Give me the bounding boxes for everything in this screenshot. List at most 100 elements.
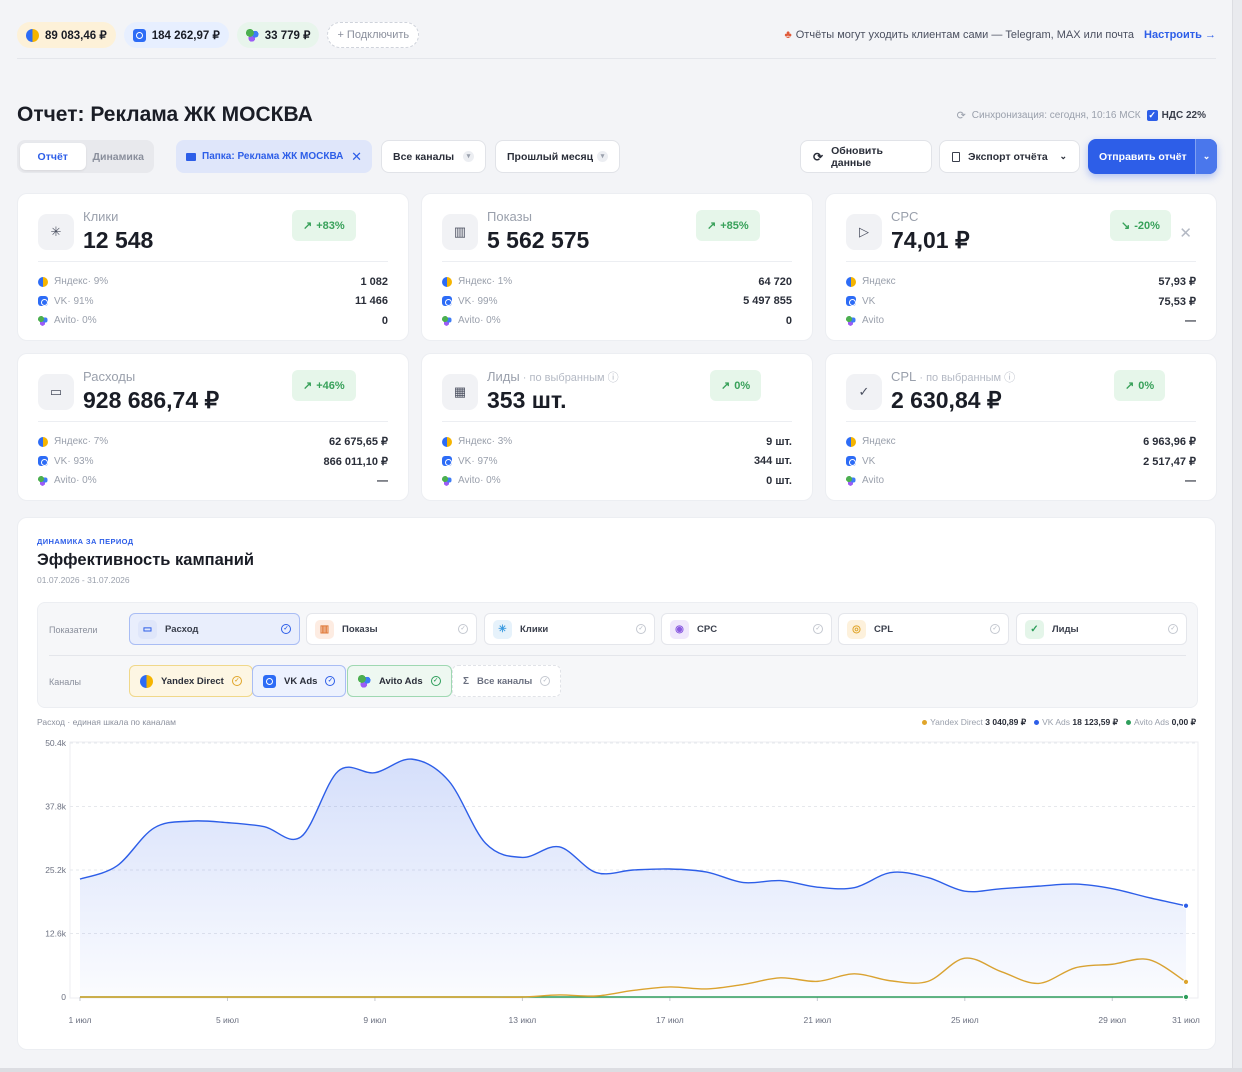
- metric-value: 74,01 ₽: [891, 227, 970, 253]
- trend-down-icon: ↘: [1121, 220, 1131, 232]
- metric-toggle-spend[interactable]: ▭ Расход ✓: [129, 613, 300, 645]
- refresh-button[interactable]: ⟳ Обновить данные: [800, 140, 932, 173]
- channel-toggle-avito[interactable]: Avito Ads ✓: [347, 665, 452, 697]
- avito-logo-icon: [442, 315, 452, 326]
- legend-item-yandex[interactable]: Yandex Direct 3 040,89 ₽: [922, 717, 1026, 728]
- channel-value: 1 082: [360, 275, 388, 288]
- info-icon[interactable]: ⓘ: [1001, 372, 1016, 384]
- vk-balance: 184 262,97 ₽: [151, 30, 220, 42]
- vk-logo-icon: [263, 674, 276, 688]
- metric-label: CPC: [697, 623, 718, 635]
- avito-logo-icon: [358, 674, 371, 688]
- legend-item-vk[interactable]: VK Ads 18 123,59 ₽: [1034, 717, 1118, 728]
- channel-name: Avito: [862, 475, 885, 487]
- divider: [846, 261, 1196, 262]
- vk-balance-pill[interactable]: 184 262,97 ₽: [123, 22, 229, 48]
- channel-row: Avito · 0% 0: [38, 311, 388, 331]
- channel-value: 62 675,65 ₽: [329, 436, 388, 449]
- horizontal-scrollbar[interactable]: [0, 1068, 1242, 1072]
- info-icon[interactable]: ⓘ: [604, 372, 619, 384]
- metric-card: ✳ Клики 12 548 ↗ +83% Яндекс · 9% 1 082 V…: [17, 193, 409, 341]
- robot-icon: ♣: [784, 29, 792, 41]
- vk-logo-icon: [38, 296, 48, 307]
- channel-toggle-yandex[interactable]: Yandex Direct ✓: [129, 665, 253, 697]
- channel-row: Avito —: [846, 471, 1196, 491]
- divider: [38, 421, 388, 422]
- metric-name: CPL: [891, 369, 917, 384]
- sparkle-icon: ✳: [38, 214, 74, 250]
- legend-value: 3 040,89 ₽: [985, 717, 1027, 727]
- x-tick-label: 5 июл: [216, 1015, 239, 1025]
- tab-dynamics[interactable]: Динамика: [92, 150, 144, 163]
- close-icon[interactable]: ✕: [1179, 225, 1192, 242]
- delta-badge: ↗ +83%: [292, 210, 356, 241]
- metric-card: ▥ Показы 5 562 575 ↗ +85% Яндекс · 1% 64 …: [421, 193, 813, 341]
- sync-text: Синхронизация: сегодня, 10:16 МСК: [971, 110, 1141, 121]
- metric-label: CPL · по выбранным ⓘ: [891, 369, 1015, 385]
- chevron-down-icon[interactable]: ⌄: [1195, 139, 1217, 174]
- folder-filter-chip[interactable]: Папка: Реклама ЖК МОСКВА ✕: [176, 140, 372, 173]
- yandex-balance-pill[interactable]: 89 083,46 ₽: [17, 22, 116, 48]
- checkbox-checked-icon: ✓: [1146, 110, 1158, 121]
- metrics-row-label: Показатели: [49, 625, 98, 635]
- refresh-label: Обновить данные: [831, 144, 883, 169]
- x-tick-label: 9 июл: [363, 1015, 386, 1025]
- channel-toggle-all[interactable]: Σ Все каналы ✓: [452, 665, 562, 697]
- period-select-value: Прошлый месяц: [507, 150, 594, 163]
- panel-kicker: ДИНАМИКА ЗА ПЕРИОД: [37, 537, 134, 546]
- divider: [442, 421, 792, 422]
- metric-label: Показы: [342, 623, 378, 635]
- vertical-scrollbar[interactable]: [1232, 0, 1242, 1072]
- legend-value: 0,00 ₽: [1171, 717, 1196, 727]
- period-select[interactable]: Прошлый месяц ▾: [495, 140, 620, 173]
- connect-button[interactable]: + Подключить: [327, 22, 420, 48]
- channel-breakdown: Яндекс 6 963,96 ₽ VK 2 517,47 ₽ Avito —: [846, 432, 1196, 491]
- trend-up-icon: ↗: [707, 220, 717, 232]
- channel-label: Avito Ads: [379, 675, 423, 687]
- channel-name: VK: [862, 455, 876, 467]
- vat-toggle[interactable]: ✓ НДС 22%: [1146, 110, 1206, 121]
- export-button[interactable]: Экспорт отчёта ⌄: [939, 140, 1080, 173]
- sparkle-icon: ✳: [493, 619, 512, 639]
- channel-toggle-vk[interactable]: VK Ads ✓: [252, 665, 347, 697]
- metric-sublabel: · по выбранным: [519, 372, 605, 384]
- legend-item-avito[interactable]: Avito Ads 0,00 ₽: [1126, 717, 1196, 728]
- channel-name: Яндекс: [54, 436, 88, 448]
- metric-toggle-clicks[interactable]: ✳ Клики ✓: [484, 613, 655, 645]
- channel-name: Avito: [458, 475, 481, 487]
- refresh-icon: ⟳: [813, 149, 824, 164]
- page-title: Отчет: Реклама ЖК МОСКВА: [17, 103, 313, 126]
- legend-value: 18 123,59 ₽: [1072, 717, 1118, 727]
- channels-select[interactable]: Все каналы ▾: [381, 140, 486, 173]
- y-tick-label: 37.8k: [45, 802, 67, 812]
- send-report-label: Отправить отчёт: [1099, 150, 1187, 163]
- metric-toggle-impressions[interactable]: ▥ Показы ✓: [306, 613, 477, 645]
- yandex-logo-icon: [442, 276, 452, 287]
- channel-value: 0: [785, 314, 792, 327]
- avito-logo-icon: [38, 315, 48, 326]
- check-circle-icon: ✓: [458, 624, 468, 634]
- channel-value: 11 466: [354, 295, 388, 308]
- vk-logo-icon: [442, 296, 452, 307]
- delta-badge: ↗ +46%: [292, 370, 356, 401]
- configure-link[interactable]: Настроить →: [1144, 29, 1216, 41]
- metric-card: ▦ Лиды · по выбранным ⓘ 353 шт. ↗ 0% Янде…: [421, 353, 813, 501]
- spend-area-chart[interactable]: 50.4k 37.8k 25.2k 12.6k 0 1 июл 5 июл 9 июл 13 и…: [18, 733, 1215, 1033]
- metric-label: Расход: [165, 623, 199, 635]
- avito-balance-pill[interactable]: 33 779 ₽: [236, 22, 320, 48]
- metric-toggle-cpl[interactable]: ◎ CPL ✓: [838, 613, 1009, 645]
- target-icon: ◉: [670, 619, 689, 639]
- metric-card: ✓ CPL · по выбранным ⓘ 2 630,84 ₽ ↗ 0% Ян…: [825, 353, 1217, 501]
- metric-toggle-leads[interactable]: ✓ Лиды ✓: [1016, 613, 1187, 645]
- channel-row: VK 2 517,47 ₽: [846, 452, 1196, 472]
- send-report-button[interactable]: Отправить отчёт ⌄: [1088, 139, 1217, 174]
- metric-name: Расходы: [83, 369, 136, 384]
- tab-report[interactable]: Отчёт: [20, 143, 86, 170]
- close-icon[interactable]: ✕: [351, 148, 362, 164]
- metric-toggle-cpc[interactable]: ◉ CPC ✓: [661, 613, 832, 645]
- channel-value: —: [1185, 314, 1196, 327]
- check-circle-icon: ✓: [540, 676, 551, 686]
- channel-share: · 0%: [76, 315, 97, 327]
- trend-up-icon: ↗: [303, 220, 313, 232]
- metric-label: Лиды · по выбранным ⓘ: [487, 369, 619, 385]
